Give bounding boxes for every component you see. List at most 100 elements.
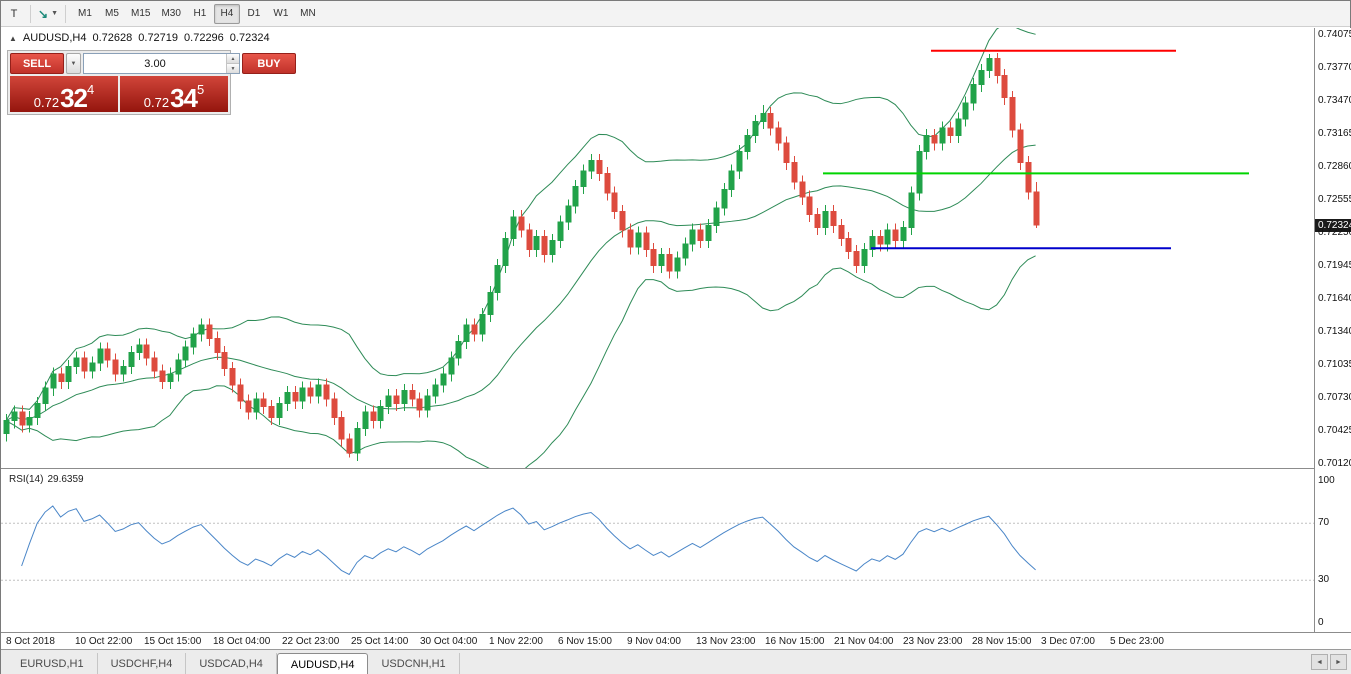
candle-body (1033, 191, 1040, 226)
candle-body (650, 248, 657, 267)
spin-up-icon[interactable]: ▲ (227, 54, 239, 64)
candle-body (994, 57, 1001, 77)
candle-body (97, 348, 104, 364)
candle-body (580, 170, 587, 187)
candle-body (908, 192, 915, 229)
sell-price-display[interactable]: 0.72 32 4 (10, 76, 118, 112)
time-axis-label: 3 Dec 07:00 (1041, 636, 1095, 647)
timeframe-button-m1[interactable]: M1 (72, 4, 98, 24)
toolbar-separator (30, 4, 31, 23)
chart-tab-eurusd-h1[interactable]: EURUSD,H1 (7, 653, 98, 674)
candle-body (448, 357, 455, 375)
rsi-axis-label: 100 (1318, 474, 1335, 486)
chart-tab-audusd-h4[interactable]: AUDUSD,H4 (276, 653, 369, 674)
timeframe-button-m15[interactable]: M15 (126, 4, 155, 24)
volume-dropdown-button[interactable]: ▼ (66, 53, 81, 74)
timeframe-button-d1[interactable]: D1 (241, 4, 267, 24)
candle-body (752, 120, 759, 136)
timeframe-button-w1[interactable]: W1 (268, 4, 294, 24)
timeframe-button-m30[interactable]: M30 (156, 4, 185, 24)
candle-body (806, 196, 813, 216)
price-axis-label: 0.70120 (1318, 458, 1351, 470)
price-axis-label: 0.73165 (1318, 127, 1351, 139)
spin-down-icon[interactable]: ▼ (227, 64, 239, 73)
candle-body (962, 102, 969, 120)
price-axis-label: 0.70425 (1318, 425, 1351, 436)
time-axis-label: 18 Oct 04:00 (213, 636, 271, 647)
candle-body (666, 254, 673, 272)
candle-body (970, 83, 977, 104)
candle-body (869, 235, 876, 250)
candle-body (814, 214, 821, 229)
candlestick-series (3, 52, 1040, 461)
candle-body (214, 337, 221, 353)
candle-body (276, 402, 283, 418)
timeframe-button-mn[interactable]: MN (295, 4, 321, 24)
price-axis-label: 0.73770 (1318, 62, 1351, 74)
candle-body (549, 240, 556, 256)
chart-tab-usdcnh-h1[interactable]: USDCNH,H1 (368, 653, 460, 674)
toolbar-button-t[interactable]: T (4, 4, 24, 24)
ohlc-header: ▲ AUDUSD,H4 0.72628 0.72719 0.72296 0.72… (9, 32, 270, 44)
volume-input[interactable] (84, 54, 226, 73)
candle-body (34, 402, 41, 418)
timeframe-button-m5[interactable]: M5 (99, 4, 125, 24)
candle-body (362, 411, 369, 429)
candle-body (409, 389, 416, 400)
price-axis[interactable]: 0.72324 0.74075 0.73770 0.73470 0.73165 0.72… (1314, 28, 1351, 632)
candle-body (955, 118, 962, 136)
chart-tab-usdcad-h4[interactable]: USDCAD,H4 (186, 653, 277, 674)
buy-button[interactable]: BUY (242, 53, 296, 74)
candle-body (822, 210, 829, 229)
candle-body (245, 400, 252, 413)
candle-body (128, 351, 135, 367)
price-axis-label: 0.71340 (1318, 325, 1351, 337)
chart-tool-button[interactable]: ↘ ▼ (37, 4, 59, 24)
time-axis-label: 13 Nov 23:00 (696, 636, 756, 647)
rsi-indicator-label: RSI(14) 29.6359 (9, 474, 84, 485)
candle-body (112, 359, 119, 375)
rsi-axis-label: 70 (1318, 517, 1330, 529)
candle-body (892, 229, 899, 242)
candle-body (689, 229, 696, 245)
timeframe-button-h1[interactable]: H1 (187, 4, 213, 24)
candle-body (674, 257, 681, 272)
low-value: 0.72296 (184, 32, 224, 44)
time-axis-label: 15 Oct 15:00 (144, 636, 202, 647)
candle-body (947, 127, 954, 136)
sell-button[interactable]: SELL (10, 53, 64, 74)
rsi-canvas[interactable] (1, 469, 1314, 632)
candle-body (1001, 75, 1008, 98)
main-chart-canvas[interactable] (1, 28, 1314, 468)
candle-body (58, 373, 65, 383)
candle-body (705, 224, 712, 242)
high-value: 0.72719 (138, 32, 179, 44)
timeframe-toolbar: M1 M5 M15 M30 H1 H4 D1 W1 MN (72, 3, 321, 24)
candle-body (159, 370, 166, 383)
candle-body (744, 134, 751, 153)
candle-body (728, 170, 735, 191)
candle-body (611, 192, 618, 212)
scroll-right-icon[interactable]: ► (1330, 654, 1347, 670)
candle-body (292, 391, 299, 402)
candle-body (3, 420, 10, 435)
price-axis-label: 0.73470 (1318, 94, 1351, 106)
sell-price-pip: 4 (87, 82, 95, 97)
time-axis[interactable]: 8 Oct 2018 10 Oct 22:00 15 Oct 15:00 18 Oct… (1, 632, 1351, 649)
candle-body (487, 292, 494, 315)
time-axis-label: 10 Oct 22:00 (75, 636, 133, 647)
candle-body (182, 346, 189, 361)
volume-field-wrap: ▲ ▼ (83, 53, 240, 74)
candle-body (370, 411, 377, 422)
buy-price-display[interactable]: 0.72 34 5 (120, 76, 228, 112)
candle-body (713, 207, 720, 226)
candle-body (11, 411, 18, 422)
timeframe-button-h4[interactable]: H4 (213, 3, 240, 24)
candle-body (471, 324, 478, 335)
time-axis-label: 23 Nov 23:00 (903, 636, 963, 647)
candle-body (736, 151, 743, 172)
chart-tab-usdchf-h4[interactable]: USDCHF,H4 (98, 653, 187, 674)
chart-tool-icon: ↘ (38, 6, 49, 21)
scroll-left-icon[interactable]: ◄ (1311, 654, 1328, 670)
candle-body (1009, 96, 1016, 131)
